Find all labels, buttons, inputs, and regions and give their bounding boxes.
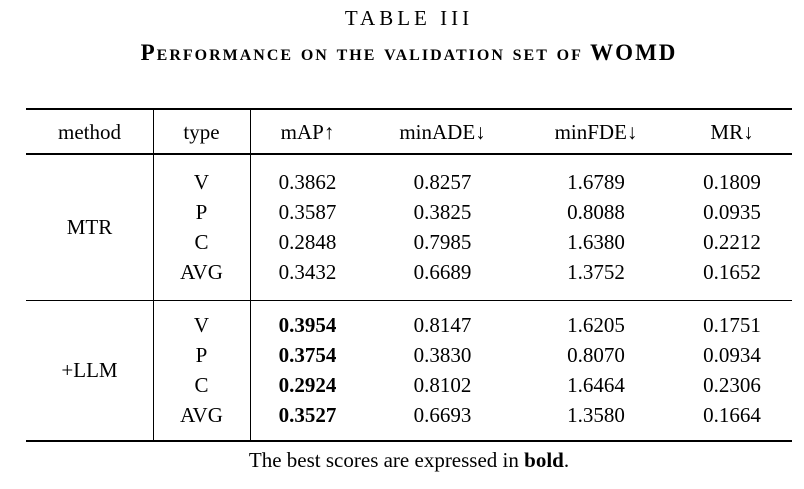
type-cell: AVG [180,403,223,427]
mr-value: 0.2306 [703,373,761,397]
type-cell: C [194,230,209,254]
type-cell: P [195,343,208,367]
minfde-value: 1.6789 [567,170,625,194]
type-cell: V [193,170,210,194]
column-header-map: mAP↑ [280,119,335,144]
mr-value: 0.1751 [703,313,761,337]
minfde-value: 0.8070 [567,343,625,367]
mr-value: 0.1652 [703,260,761,284]
column-header-minade: minADE↓ [399,119,486,144]
type-cell: AVG [180,260,223,284]
mr-value: 0.1664 [703,403,761,427]
footnote-period: . [563,448,570,472]
minfde-value: 1.3580 [567,403,625,427]
mr-value: 0.2212 [703,230,761,254]
method-label: MTR [66,214,113,239]
table-caption-number: TABLE III [344,6,474,30]
minfde-value: 1.6205 [567,313,625,337]
map-value: 0.3862 [278,170,337,194]
column-header-type: type [183,119,220,144]
table-footnote: The best scores are expressed in bold. [26,448,792,473]
column-header-mr: MR↓ [710,119,754,144]
mr-value: 0.0935 [703,200,761,224]
type-cell: P [195,200,208,224]
column-header-minfde: minFDE↓ [554,119,638,144]
vertical-rule-type-data [249,110,251,440]
map-value: 0.2848 [278,230,337,254]
vertical-rule-method-type [152,110,154,440]
table-section-llm: +LLM V 0.3954 0.8147 1.6205 0.1751 P 0.3… [26,301,792,440]
minade-value: 0.8147 [413,313,472,337]
map-value: 0.3587 [278,200,337,224]
minade-value: 0.8257 [413,170,472,194]
method-label: +LLM [61,357,118,382]
map-value: 0.2924 [278,373,337,397]
footnote-bold-word: bold [524,448,564,472]
column-header-method: method [58,119,121,144]
minfde-value: 1.6464 [567,373,625,397]
results-table: method type mAP↑ minADE↓ minFDE↓ MR↓ MTR… [26,108,792,442]
minfde-value: 1.3752 [567,260,625,284]
minade-value: 0.8102 [413,373,472,397]
type-cell: V [193,313,210,337]
table-section-mtr: MTR V 0.3862 0.8257 1.6789 0.1809 P 0.35… [26,155,792,301]
minfde-value: 0.8088 [567,200,625,224]
minade-value: 0.7985 [413,230,472,254]
table-header-row: method type mAP↑ minADE↓ minFDE↓ MR↓ [26,110,792,155]
minfde-value: 1.6380 [567,230,625,254]
map-value: 0.3954 [278,313,337,337]
table-caption-title: Performance on the validation set of WOM… [140,40,678,65]
type-cell: C [194,373,209,397]
map-value: 0.3432 [278,260,337,284]
mr-value: 0.0934 [703,343,761,367]
minade-value: 0.3830 [413,343,472,367]
map-value: 0.3527 [278,403,337,427]
footnote-text: The best scores are expressed in [248,448,525,472]
minade-value: 0.3825 [413,200,472,224]
minade-value: 0.6689 [413,260,472,284]
mr-value: 0.1809 [703,170,761,194]
map-value: 0.3754 [278,343,337,367]
minade-value: 0.6693 [413,403,472,427]
